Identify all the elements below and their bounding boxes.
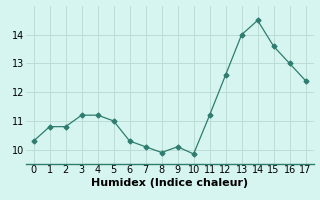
- X-axis label: Humidex (Indice chaleur): Humidex (Indice chaleur): [91, 178, 248, 188]
